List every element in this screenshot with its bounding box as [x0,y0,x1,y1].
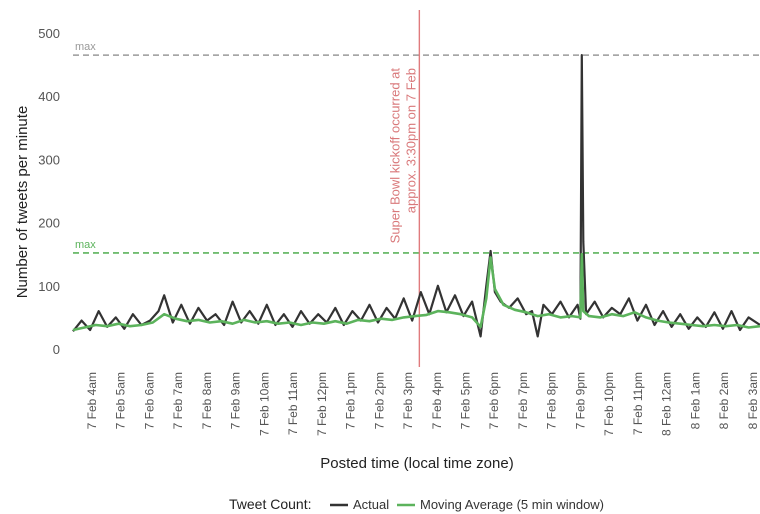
kickoff-annotation: Super Bowl kickoff occurred at approx. 3:… [387,10,421,367]
x-tick-label: 7 Feb 4am [85,372,99,429]
x-tick-label: 7 Feb 4pm [430,372,444,429]
y-tick-label: 100 [38,279,60,294]
y-tick-label: 300 [38,152,60,167]
y-tick-label: 500 [38,26,60,41]
x-tick-label: 7 Feb 2pm [372,372,386,429]
x-tick-label: 7 Feb 6am [142,372,156,429]
max-reference-label: max [75,239,96,251]
series-line-moving-average [72,252,760,332]
x-tick-label: 7 Feb 7pm [516,372,530,429]
x-tick-label: 7 Feb 9am [229,372,243,429]
x-tick-label: 7 Feb 11am [286,372,300,435]
x-tick-label: 8 Feb 1am [688,372,702,429]
x-tick-label: 7 Feb 12pm [315,372,329,436]
x-tick-label: 7 Feb 10pm [602,372,616,436]
x-tick-label: 8 Feb 12am [660,372,674,436]
max-reference-label: max [75,41,96,53]
x-tick-label: 8 Feb 2am [717,372,731,429]
x-tick-label: 7 Feb 10am [257,372,271,436]
x-tick-label: 8 Feb 3am [746,372,760,429]
x-tick-label: 7 Feb 9pm [573,372,587,429]
y-axis-title: Number of tweets per minute [14,106,31,299]
y-axis-ticks: 0 100 200 300 400 500 [38,26,60,357]
legend: Tweet Count: Actual Moving Average (5 mi… [229,496,604,512]
x-tick-label: 7 Feb 11pm [631,372,645,435]
x-tick-label: 7 Feb 1pm [344,372,358,429]
x-tick-label: 7 Feb 7am [171,372,185,429]
x-axis-ticks: 7 Feb 4am 7 Feb 5am 7 Feb 6am 7 Feb 7am 7 Fe… [85,372,760,436]
y-tick-label: 200 [38,216,60,231]
x-axis-title: Posted time (local time zone) [320,455,513,472]
legend-title: Tweet Count: [229,496,312,512]
x-tick-label: 7 Feb 6pm [487,372,501,429]
y-tick-label: 0 [53,342,60,357]
kickoff-annotation-text: approx. 3:30pm on 7 Feb [403,68,418,213]
legend-label-moving-average: Moving Average (5 min window) [420,497,604,512]
x-tick-label: 7 Feb 5pm [458,372,472,429]
legend-label-actual: Actual [353,497,389,512]
reference-lines: max max [73,41,760,254]
kickoff-annotation-text: Super Bowl kickoff occurred at [387,68,402,244]
x-tick-label: 7 Feb 5am [114,372,128,429]
series-layer [72,53,760,338]
x-tick-label: 7 Feb 8am [200,372,214,429]
y-tick-label: 400 [38,89,60,104]
x-tick-label: 7 Feb 3pm [401,372,415,429]
x-tick-label: 7 Feb 8pm [545,372,559,429]
